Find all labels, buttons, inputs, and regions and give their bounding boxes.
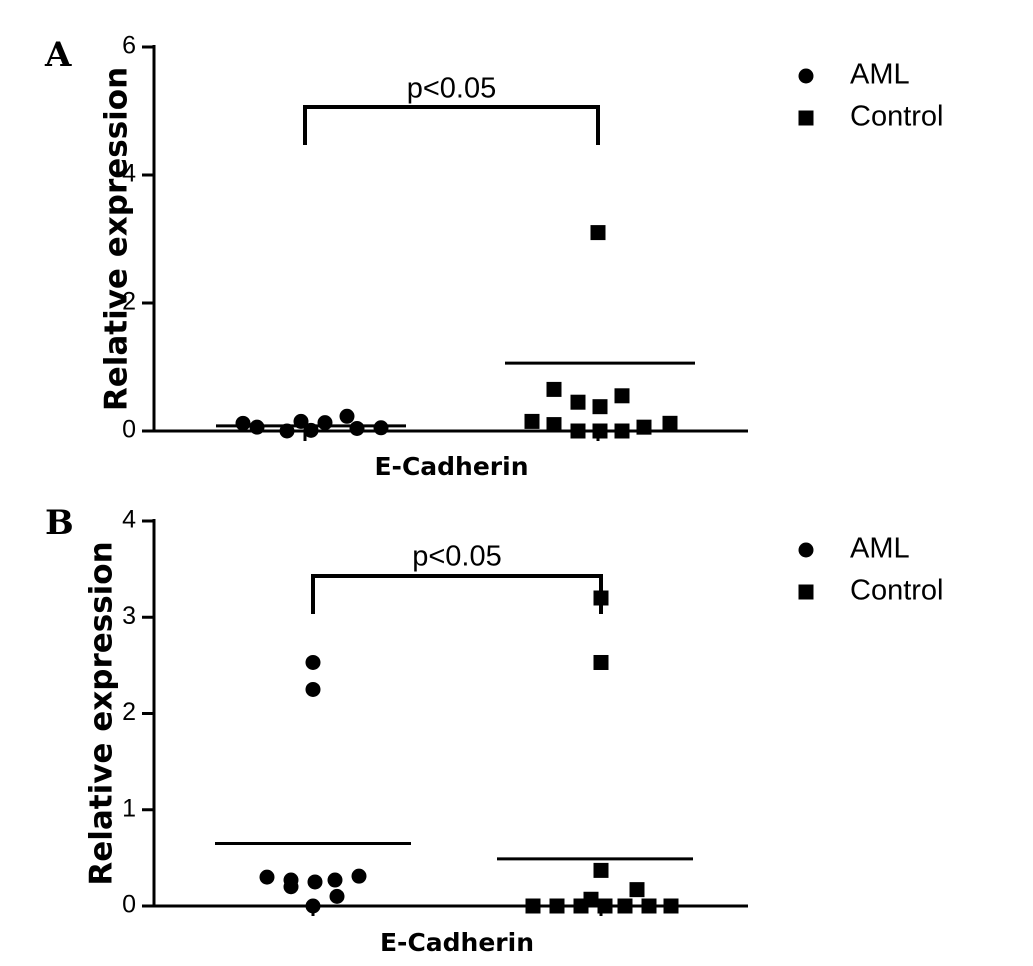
data-point-control: [617, 898, 633, 914]
data-point-aml: [307, 874, 323, 890]
y-tick-label: 4: [122, 160, 136, 188]
data-point-aml: [259, 869, 275, 885]
data-point-aml: [329, 888, 345, 904]
panel-letter: A: [44, 35, 72, 75]
legend-label-control: Control: [850, 575, 944, 607]
data-point-control: [590, 225, 606, 241]
y-tick-label: 2: [122, 698, 136, 726]
data-point-control: [546, 417, 562, 433]
data-point-control: [597, 898, 613, 914]
data-point-control: [546, 381, 562, 397]
data-point-control: [663, 898, 679, 914]
data-point-control: [592, 399, 608, 415]
data-point-aml: [327, 872, 343, 888]
data-point-control: [593, 862, 609, 878]
data-point-aml: [373, 420, 389, 436]
significance-bracket: [311, 574, 603, 614]
data-point-control: [593, 654, 609, 670]
data-point-aml: [293, 413, 309, 429]
y-axis-label: Relative expression: [84, 541, 120, 885]
data-point-control: [570, 394, 586, 410]
x-axis-label: E-Cadherin: [374, 452, 528, 481]
data-point-control: [614, 388, 630, 404]
significance-label: p<0.05: [412, 541, 502, 573]
data-point-aml: [305, 898, 321, 914]
y-tick-label: 0: [122, 416, 136, 444]
panel-letter: B: [45, 503, 74, 543]
data-point-aml: [339, 408, 355, 424]
data-point-aml: [305, 681, 321, 697]
data-point-control: [583, 891, 599, 907]
legend-label-control: Control: [850, 101, 944, 133]
data-point-control: [636, 419, 652, 435]
legend-marker-square: [798, 584, 814, 600]
data-point-aml: [317, 415, 333, 431]
data-point-control: [614, 423, 630, 439]
y-axis-label: Relative expression: [99, 67, 135, 411]
data-point-aml: [235, 415, 251, 431]
x-axis-label: E-Cadherin: [380, 928, 534, 957]
data-point-control: [662, 415, 678, 431]
data-point-control: [549, 898, 565, 914]
data-point-aml: [305, 654, 321, 670]
y-tick-label: 2: [122, 288, 136, 316]
data-point-aml: [279, 423, 295, 439]
data-point-control: [570, 423, 586, 439]
data-point-aml: [351, 868, 367, 884]
data-point-control: [593, 590, 609, 606]
y-tick-label: 4: [122, 506, 136, 534]
legend-marker-circle: [798, 542, 814, 558]
data-point-aml: [283, 879, 299, 895]
significance-label: p<0.05: [407, 73, 497, 105]
legend-label-aml: AML: [850, 533, 910, 565]
y-tick-label: 0: [122, 891, 136, 919]
legend-marker-square: [798, 110, 814, 126]
data-point-control: [592, 423, 608, 439]
chart-panel-a: A 0 2 4 6 Relative expression E-Cadherin p<0.05…: [44, 32, 944, 481]
data-point-aml: [249, 419, 265, 435]
legend-label-aml: AML: [850, 59, 910, 91]
y-tick-label: 6: [122, 32, 136, 60]
data-point-control: [629, 882, 645, 898]
legend-marker-circle: [798, 68, 814, 84]
data-point-control: [641, 898, 657, 914]
data-point-aml: [303, 422, 319, 438]
data-point-control: [525, 898, 541, 914]
y-tick-label: 3: [122, 602, 136, 630]
y-tick-label: 1: [122, 794, 136, 822]
data-point-aml: [349, 420, 365, 436]
significance-bracket: [303, 105, 600, 145]
data-point-control: [524, 413, 540, 429]
